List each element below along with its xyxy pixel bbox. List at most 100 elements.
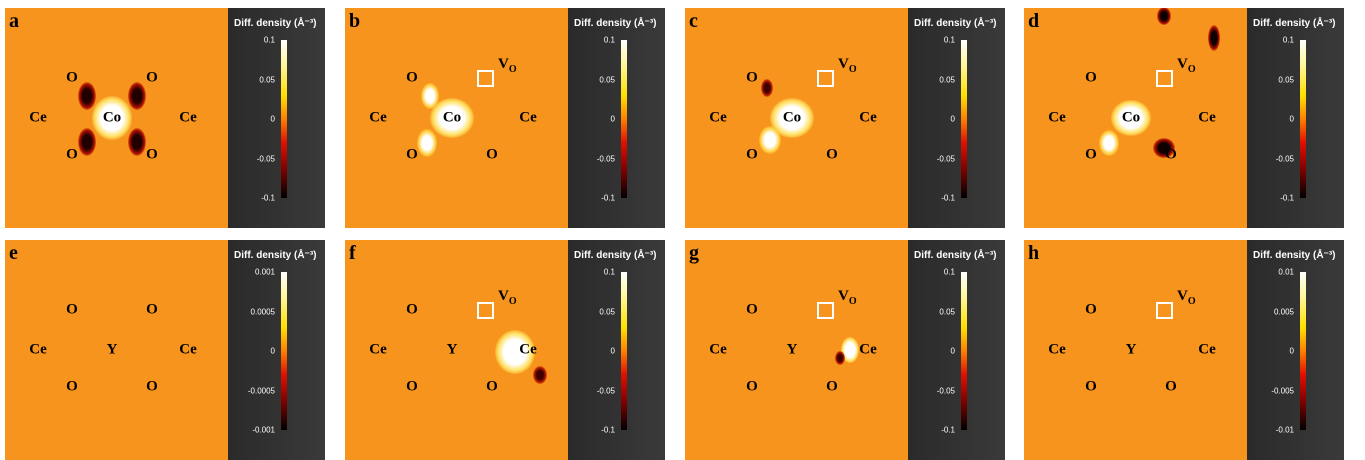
- colorbar-tick-label: 0: [610, 346, 615, 356]
- vacancy-symbol: V: [838, 288, 849, 304]
- atom-label: O: [746, 301, 758, 318]
- atom-label: O: [66, 378, 78, 395]
- atom-label: O: [826, 146, 838, 163]
- density-map: f O Ce Y Ce O O VO: [345, 240, 568, 460]
- density-feature: [759, 126, 781, 154]
- density-map: g O Ce Y Ce O O VO: [685, 240, 908, 460]
- atom-label: O: [66, 146, 78, 163]
- density-feature: [128, 82, 146, 110]
- atom-label: O: [406, 69, 418, 86]
- atom-label: O: [1085, 378, 1097, 395]
- density-feature: [841, 337, 859, 363]
- colorbar: [281, 272, 287, 430]
- atom-label: Y: [106, 341, 118, 358]
- atom-label: O: [1165, 378, 1177, 395]
- atom-label: O: [1085, 301, 1097, 318]
- atom-label: Ce: [709, 109, 727, 126]
- atom-label: O: [146, 378, 158, 395]
- colorbar-tick-label: 0: [950, 114, 955, 124]
- atom-label: Co: [1121, 109, 1141, 126]
- vacancy-subscript: O: [848, 64, 857, 75]
- atom-label: Ce: [859, 109, 877, 126]
- density-feature: [835, 351, 845, 365]
- atom-label: Co: [102, 109, 122, 126]
- panel-label: g: [689, 242, 699, 264]
- colorbar-tick-label: 0: [1289, 114, 1294, 124]
- atom-label: Ce: [1198, 109, 1216, 126]
- colorbar-tick-label: -0.1: [941, 193, 955, 203]
- atom-label: O: [406, 378, 418, 395]
- density-feature: [761, 79, 773, 97]
- atom-label: Ce: [179, 341, 197, 358]
- colorbar: [1300, 40, 1306, 198]
- colorbar-title: Diff. density (Å⁻³): [914, 18, 997, 29]
- atom-label: Ce: [519, 109, 537, 126]
- colorbar-tick-label: -0.05: [596, 386, 615, 395]
- vacancy-subscript: O: [508, 296, 517, 307]
- colorbar-tick-label: 0.05: [599, 307, 615, 316]
- atom-label: O: [406, 301, 418, 318]
- density-feature: [128, 128, 146, 156]
- vacancy-subscript: O: [508, 64, 517, 75]
- atom-label: Ce: [179, 109, 197, 126]
- vacancy-label: VO: [1177, 288, 1196, 307]
- atom-label: O: [406, 146, 418, 163]
- panel: g O Ce Y Ce O O VO Diff. density (Å⁻³) 0.1 0.05 0 -0…: [685, 240, 1005, 460]
- atom-label: Ce: [1198, 341, 1216, 358]
- colorbar-tick-label: 0: [950, 346, 955, 356]
- vacancy-subscript: O: [848, 296, 857, 307]
- density-feature: [1099, 130, 1119, 156]
- colorbar-tick-label: 0.05: [939, 75, 955, 84]
- colorbar-tick-label: 0.1: [603, 35, 615, 45]
- colorbar-tick-label: 0.01: [1278, 267, 1294, 277]
- colorbar-title: Diff. density (Å⁻³): [914, 250, 997, 261]
- colorbar-panel: Diff. density (Å⁻³) 0.01 0.005 0 -0.005 -0.01: [1247, 240, 1344, 460]
- atom-label: O: [746, 378, 758, 395]
- colorbar-tick-label: 0.1: [943, 267, 955, 277]
- colorbar-tick-label: -0.1: [941, 425, 955, 435]
- atom-label: Co: [782, 109, 802, 126]
- colorbar-tick-label: 0.0005: [250, 307, 275, 316]
- colorbar-tick-label: -0.05: [256, 154, 275, 163]
- density-feature: [1157, 8, 1171, 25]
- vacancy-label: VO: [498, 288, 517, 307]
- colorbar: [961, 40, 967, 198]
- atom-label: O: [1085, 69, 1097, 86]
- vacancy-box: [817, 302, 834, 319]
- colorbar-tick-label: 0.05: [599, 75, 615, 84]
- vacancy-symbol: V: [1177, 56, 1188, 72]
- atom-label: Y: [446, 341, 458, 358]
- colorbar-title: Diff. density (Å⁻³): [1253, 250, 1336, 261]
- panel: h O Ce Y Ce O O VO Diff. density (Å⁻³) 0.01 0.005 0…: [1024, 240, 1344, 460]
- colorbar-title: Diff. density (Å⁻³): [574, 18, 657, 29]
- vacancy-box: [1156, 70, 1173, 87]
- atom-label: Ce: [1048, 109, 1066, 126]
- panel-label: c: [689, 10, 698, 32]
- atom-label: O: [486, 378, 498, 395]
- colorbar-tick-label: 0.05: [259, 75, 275, 84]
- vacancy-label: VO: [838, 288, 857, 307]
- colorbar: [281, 40, 287, 198]
- density-map: b O Ce Co Ce O O VO: [345, 8, 568, 228]
- density-feature: [421, 83, 439, 109]
- panel: c O Ce Co Ce O O VO Diff. density (Å⁻³) 0.1 0.05 0-…: [685, 8, 1005, 228]
- atom-label: Ce: [29, 109, 47, 126]
- colorbar-title: Diff. density (Å⁻³): [1253, 18, 1336, 29]
- colorbar-panel: Diff. density (Å⁻³) 0.1 0.05 0 -0.05 -0.1: [568, 8, 665, 228]
- colorbar-title: Diff. density (Å⁻³): [234, 18, 317, 29]
- density-feature: [92, 96, 132, 140]
- density-feature: [1111, 100, 1151, 136]
- panel-label: f: [349, 242, 356, 264]
- colorbar-tick-label: 0.05: [939, 307, 955, 316]
- colorbar: [1300, 272, 1306, 430]
- atom-label: Ce: [29, 341, 47, 358]
- vacancy-symbol: V: [838, 56, 849, 72]
- colorbar-panel: Diff. density (Å⁻³) 0.1 0.05 0 -0.05 -0.1: [568, 240, 665, 460]
- panel: a O Ce Co Ce O O O Diff. density (Å⁻³) 0.1 0.05 0 -0…: [5, 8, 325, 228]
- vacancy-box: [817, 70, 834, 87]
- density-feature: [430, 98, 474, 138]
- atom-label: Ce: [369, 109, 387, 126]
- atom-label: O: [826, 378, 838, 395]
- atom-label: O: [486, 146, 498, 163]
- colorbar-tick-label: -0.1: [261, 193, 275, 203]
